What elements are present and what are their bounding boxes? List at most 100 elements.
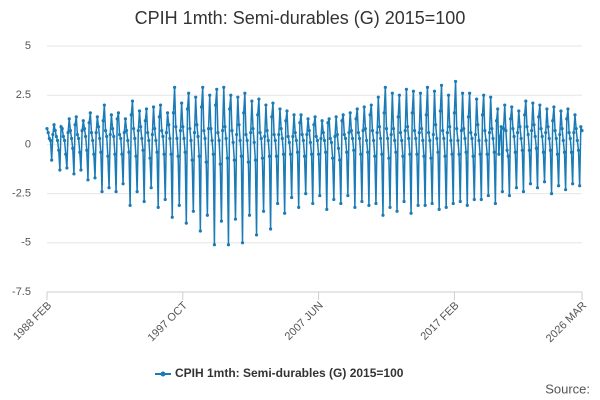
point (338, 158, 342, 162)
point (416, 203, 420, 208)
point (113, 152, 117, 156)
point (449, 138, 453, 143)
point (506, 154, 510, 158)
point (302, 154, 307, 158)
point (436, 150, 440, 154)
point (114, 190, 118, 194)
point (420, 127, 424, 131)
point (305, 132, 309, 137)
point (450, 152, 454, 156)
point (569, 150, 574, 154)
point (58, 168, 62, 172)
point (149, 186, 153, 190)
point (409, 211, 413, 215)
point (260, 156, 265, 160)
point (235, 132, 239, 137)
point (540, 134, 544, 139)
point (244, 132, 248, 137)
point (575, 138, 579, 143)
point (320, 119, 324, 123)
point (331, 156, 335, 160)
point (329, 140, 334, 145)
point (391, 127, 396, 131)
point (274, 154, 279, 158)
point (249, 130, 253, 135)
point (428, 138, 432, 143)
point (119, 136, 123, 141)
point (169, 152, 173, 156)
point (375, 130, 379, 135)
point (519, 136, 523, 141)
point (352, 148, 356, 152)
point (559, 109, 563, 113)
point (202, 129, 206, 133)
point (379, 136, 383, 141)
point (400, 138, 404, 143)
series-line (46, 81, 583, 245)
point (199, 105, 204, 109)
point (547, 136, 551, 141)
point (527, 148, 531, 152)
point (493, 201, 497, 206)
point (381, 213, 385, 217)
chart-title: CPIH 1mth: Semi-durables (G) 2015=100 (135, 8, 466, 28)
point (117, 132, 122, 137)
point (535, 186, 540, 190)
point (489, 95, 493, 99)
point (554, 136, 558, 141)
point (304, 192, 308, 196)
point (452, 111, 456, 115)
point (377, 125, 382, 129)
point (486, 193, 490, 198)
point (129, 113, 133, 117)
point (407, 136, 411, 141)
point (136, 129, 140, 133)
point (380, 152, 384, 156)
point (184, 221, 188, 225)
point (451, 201, 455, 206)
point (314, 134, 318, 139)
point (105, 134, 109, 139)
point (526, 132, 530, 137)
point (82, 127, 87, 131)
point (334, 115, 338, 119)
point (459, 129, 464, 133)
y-tick-label: -7.5 (12, 286, 31, 298)
point (463, 136, 467, 141)
point (313, 115, 317, 119)
point (325, 207, 329, 211)
point (389, 132, 393, 137)
point (424, 113, 428, 117)
x-tick-label: 2017 FEB (418, 300, 461, 343)
point (339, 201, 343, 206)
point (499, 125, 503, 129)
point (483, 129, 487, 133)
point (517, 109, 521, 113)
point (311, 201, 315, 206)
point (516, 130, 520, 135)
point (226, 243, 231, 247)
point (176, 154, 180, 158)
point (198, 229, 202, 233)
point (374, 201, 378, 206)
point (359, 152, 363, 156)
point (175, 136, 179, 141)
point (229, 93, 233, 97)
point (476, 123, 480, 127)
point (316, 152, 321, 156)
point (180, 101, 184, 105)
point (71, 146, 75, 150)
point (408, 152, 412, 156)
point (360, 199, 364, 204)
point (146, 130, 150, 135)
point (271, 101, 275, 105)
point (300, 132, 304, 137)
point (370, 129, 375, 133)
point (66, 130, 70, 135)
point (430, 201, 434, 206)
point (223, 125, 227, 129)
point (151, 105, 156, 109)
point (435, 136, 439, 141)
point (127, 150, 131, 154)
